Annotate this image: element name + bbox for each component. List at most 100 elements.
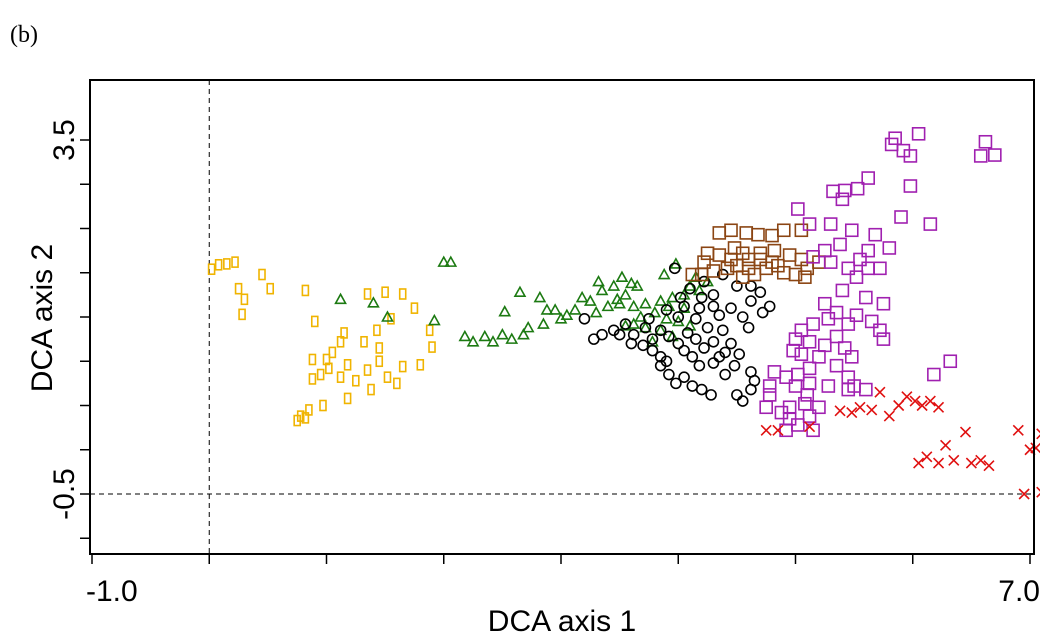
data-point	[883, 410, 895, 422]
data-point	[812, 400, 826, 415]
data-point	[948, 454, 960, 466]
data-point	[466, 335, 480, 347]
data-point	[719, 368, 731, 381]
data-point	[973, 149, 988, 163]
x-tick-labels: -1.0 7.0	[86, 575, 1040, 608]
data-point	[383, 371, 392, 383]
data-point	[316, 368, 325, 381]
data-point	[861, 171, 875, 185]
data-point	[782, 248, 797, 262]
data-point	[754, 286, 767, 299]
data-point	[234, 282, 243, 295]
data-point	[786, 343, 800, 358]
data-point	[841, 317, 856, 331]
data-point	[751, 227, 765, 242]
y-tick-label: -0.5	[48, 468, 81, 520]
data-point	[677, 288, 691, 300]
data-point	[308, 373, 317, 385]
data-point	[1030, 442, 1040, 454]
data-point	[698, 342, 710, 354]
data-point	[800, 388, 815, 402]
data-point	[802, 361, 817, 376]
data-point	[693, 302, 706, 314]
data-point	[763, 300, 776, 313]
data-point	[911, 127, 926, 141]
data-point	[731, 389, 743, 401]
data-point	[882, 241, 897, 255]
data-point	[725, 337, 737, 350]
data-point	[853, 252, 867, 267]
data-point	[428, 313, 441, 326]
data-point	[592, 274, 605, 287]
data-point	[903, 179, 918, 193]
data-point	[806, 317, 820, 331]
data-point	[674, 291, 687, 304]
data-point	[637, 339, 649, 352]
data-point	[398, 360, 407, 373]
data-point	[670, 377, 682, 390]
data-point	[646, 333, 659, 345]
data-point	[1036, 486, 1040, 498]
data-point	[864, 314, 879, 329]
data-point	[874, 386, 886, 398]
data-point	[776, 223, 791, 238]
data-point	[791, 367, 805, 382]
data-point	[328, 346, 337, 359]
data-point	[876, 332, 891, 346]
data-point	[325, 362, 333, 375]
data-point	[336, 371, 345, 383]
data-point	[846, 407, 858, 419]
data-point	[683, 279, 697, 291]
data-point	[788, 267, 803, 282]
data-point	[578, 312, 591, 325]
data-point	[707, 300, 720, 313]
data-point	[779, 423, 793, 438]
data-point	[767, 365, 782, 379]
data-point	[927, 367, 941, 382]
data-point	[1036, 428, 1040, 440]
data-point	[668, 262, 681, 275]
data-point	[639, 297, 652, 309]
data-point	[548, 303, 562, 315]
series-narrow-rect	[207, 256, 436, 427]
data-point	[375, 355, 384, 368]
data-point	[707, 335, 720, 348]
data-point	[841, 382, 856, 397]
data-point	[662, 299, 676, 312]
data-point	[717, 324, 729, 337]
series-x	[760, 386, 1040, 500]
data-point	[806, 250, 820, 264]
data-point	[916, 399, 928, 412]
data-point	[625, 337, 638, 350]
data-point	[965, 457, 977, 469]
data-point	[214, 258, 223, 271]
data-point	[759, 400, 773, 415]
data-point	[425, 324, 434, 337]
data-point	[736, 395, 749, 407]
y-axis-title: DCA axis 2	[26, 244, 59, 392]
data-point	[713, 309, 726, 322]
data-point	[367, 296, 380, 308]
data-point	[762, 379, 777, 393]
data-point	[540, 303, 554, 315]
x-tick-label: -1.0	[86, 575, 138, 608]
data-point	[745, 383, 757, 396]
data-point	[736, 311, 749, 323]
data-point	[398, 288, 407, 300]
data-point	[835, 192, 850, 207]
data-point	[978, 134, 993, 149]
data-point	[707, 289, 720, 301]
data-point	[615, 270, 629, 282]
data-point	[733, 348, 746, 360]
data-point	[619, 288, 632, 300]
data-point	[861, 243, 875, 258]
data-point	[657, 267, 671, 280]
data-point	[841, 261, 856, 276]
data-point	[823, 255, 838, 269]
data-point	[583, 294, 597, 306]
data-point	[700, 246, 715, 261]
data-point	[829, 358, 844, 373]
data-point	[835, 283, 850, 298]
data-point	[975, 454, 987, 466]
data-point	[940, 439, 952, 451]
